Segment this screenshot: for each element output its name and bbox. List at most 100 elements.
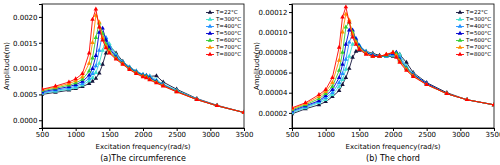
- x-tick-label: 3000: [452, 131, 470, 139]
- series-marker: [337, 68, 342, 72]
- legend-marker: [208, 10, 213, 14]
- legend-label: T=400°C: [215, 23, 241, 29]
- x-tick: 500: [286, 128, 299, 139]
- y-tick: 0.0010: [13, 65, 42, 73]
- series-marker: [242, 110, 244, 114]
- y-tick: 0.00010: [259, 29, 292, 37]
- series-marker: [114, 57, 119, 61]
- series-marker: [377, 54, 382, 58]
- legend-item: T=22°C: [206, 9, 238, 15]
- y-tick-label: 0.00004: [259, 89, 288, 97]
- x-tick-label: 3500: [236, 131, 254, 139]
- series-marker: [317, 92, 322, 96]
- series-marker: [94, 53, 99, 57]
- series-marker: [87, 61, 92, 65]
- series-marker: [340, 50, 345, 54]
- x-tick: 3500: [236, 128, 254, 139]
- series-marker: [127, 67, 132, 71]
- y-tick-mark: [289, 52, 292, 53]
- series-marker: [394, 55, 399, 59]
- x-tick: 1000: [67, 128, 85, 139]
- y-tick-label: 0.00002: [259, 110, 288, 118]
- series-marker: [397, 60, 402, 64]
- legend-item: T=500°C: [456, 30, 491, 36]
- legend: T=22°CT=300°CT=400°CT=500°CT=600°CT=700°…: [206, 9, 241, 57]
- series-marker: [94, 7, 99, 11]
- y-axis-title: Amplitude(m): [3, 42, 11, 90]
- y-tick-label: 0.0005: [13, 91, 38, 99]
- x-axis: 500100015002000250030003500: [286, 128, 500, 139]
- chart-title: (a)The circumference: [100, 154, 186, 163]
- legend-item: T=300°C: [456, 16, 491, 22]
- series-marker: [391, 50, 396, 54]
- x-tick-label: 2500: [418, 131, 436, 139]
- plot-area: [292, 4, 494, 115]
- y-tick-mark: [39, 120, 42, 121]
- y-axis-title: Amplitude(m): [253, 42, 261, 90]
- x-tick-label: 1500: [101, 131, 119, 139]
- x-tick-label: 2500: [168, 131, 186, 139]
- series-marker: [337, 45, 342, 49]
- y-tick-label: 0.0020: [13, 14, 38, 22]
- x-tick-label: 500: [36, 131, 49, 139]
- series-marker: [337, 75, 342, 79]
- legend-item: T=700°C: [456, 44, 491, 50]
- series-marker: [97, 61, 102, 65]
- series-line: [292, 7, 494, 108]
- legend-item: T=600°C: [206, 37, 241, 43]
- series-marker: [67, 79, 72, 83]
- panel: 5001000150020002500300035000.000020.0000…: [253, 4, 500, 163]
- x-tick: 2500: [168, 128, 186, 139]
- series-line: [292, 22, 494, 110]
- series-marker: [347, 20, 352, 24]
- x-tick: 3000: [452, 128, 470, 139]
- y-tick-mark: [39, 17, 42, 18]
- legend-label: T=800°C: [215, 51, 241, 57]
- legend-marker: [458, 17, 463, 21]
- series-marker: [445, 91, 450, 95]
- series-marker: [107, 50, 112, 54]
- y-tick-mark: [39, 69, 42, 70]
- series-line: [292, 34, 494, 112]
- series-marker: [364, 52, 369, 56]
- x-tick-label: 2000: [385, 131, 403, 139]
- legend-item: T=500°C: [206, 30, 241, 36]
- series-marker: [94, 63, 99, 67]
- y-tick: 0.00008: [259, 49, 292, 57]
- legend-item: T=700°C: [206, 44, 241, 50]
- series-marker: [73, 76, 78, 80]
- legend-marker: [458, 38, 463, 42]
- x-tick: 2500: [418, 128, 436, 139]
- x-axis-title: Excitation frequency(rad/s): [345, 143, 440, 151]
- legend-item: T=400°C: [456, 23, 491, 29]
- legend-marker: [458, 31, 463, 35]
- series-marker: [147, 77, 152, 81]
- y-tick-mark: [289, 32, 292, 33]
- series-line: [42, 23, 244, 112]
- legend-marker: [458, 24, 463, 28]
- x-tick-label: 500: [286, 131, 299, 139]
- plot-frame: [292, 4, 494, 128]
- series-marker: [391, 50, 396, 54]
- legend-label: T=600°C: [215, 37, 241, 43]
- y-axis-line: [289, 5, 293, 129]
- series-marker: [384, 52, 389, 56]
- series-marker: [303, 100, 308, 104]
- y-tick: 0.0005: [13, 91, 42, 99]
- series-marker: [80, 71, 85, 75]
- legend-item: T=800°C: [206, 51, 241, 57]
- series-line: [42, 28, 244, 112]
- legend-marker: [458, 10, 463, 14]
- legend-label: T=300°C: [465, 16, 491, 22]
- x-tick: 2000: [135, 128, 153, 139]
- y-tick: 0.00006: [259, 69, 292, 77]
- series-line: [42, 15, 244, 112]
- series-marker: [100, 38, 105, 42]
- legend-item: T=800°C: [456, 51, 491, 57]
- series-line: [292, 14, 494, 109]
- x-tick: 500: [36, 128, 49, 139]
- y-tick-label: 0.00012: [259, 9, 288, 17]
- x-tick-label: 1000: [67, 131, 85, 139]
- series-marker: [357, 47, 362, 51]
- y-tick-label: 0.0015: [13, 39, 38, 47]
